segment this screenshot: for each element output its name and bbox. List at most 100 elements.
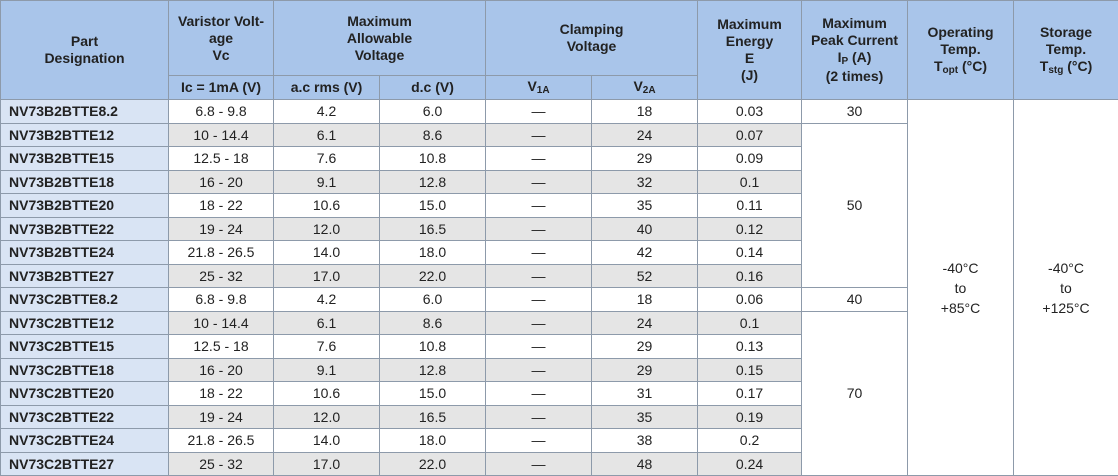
part-cell: NV73C2BTTE27	[1, 452, 169, 476]
v2a-cell: 29	[592, 358, 698, 382]
energy-cell: 0.12	[698, 217, 802, 241]
dc-cell: 6.0	[380, 288, 486, 312]
vc-cell: 25 - 32	[169, 264, 274, 288]
v1a-cell: —	[486, 123, 592, 147]
energy-cell: 0.09	[698, 147, 802, 171]
v1a-cell: —	[486, 405, 592, 429]
v1a-cell: —	[486, 335, 592, 359]
dc-cell: 15.0	[380, 382, 486, 406]
v1a-cell: —	[486, 382, 592, 406]
ac-cell: 17.0	[274, 264, 380, 288]
storage-line: -40°C	[1014, 258, 1118, 278]
storage-line: to	[1014, 278, 1118, 298]
v1a-cell: —	[486, 241, 592, 265]
part-cell: NV73C2BTTE15	[1, 335, 169, 359]
ac-cell: 6.1	[274, 311, 380, 335]
v1a-cell: —	[486, 288, 592, 312]
energy-cell: 0.2	[698, 429, 802, 453]
dc-cell: 22.0	[380, 452, 486, 476]
ac-cell: 10.6	[274, 194, 380, 218]
vc-cell: 10 - 14.4	[169, 123, 274, 147]
part-cell: NV73C2BTTE24	[1, 429, 169, 453]
energy-cell: 0.1	[698, 170, 802, 194]
dc-cell: 18.0	[380, 241, 486, 265]
energy-cell: 0.13	[698, 335, 802, 359]
part-cell: NV73C2BTTE22	[1, 405, 169, 429]
dc-cell: 18.0	[380, 429, 486, 453]
dc-cell: 16.5	[380, 217, 486, 241]
vc-cell: 18 - 22	[169, 194, 274, 218]
ac-cell: 9.1	[274, 170, 380, 194]
v2a-cell: 40	[592, 217, 698, 241]
v2a-cell: 38	[592, 429, 698, 453]
v2a-subheader: V2A	[592, 76, 698, 100]
energy-cell: 0.07	[698, 123, 802, 147]
vc-cell: 16 - 20	[169, 358, 274, 382]
v2a-cell: 35	[592, 194, 698, 218]
v2a-cell: 24	[592, 311, 698, 335]
v1a-cell: —	[486, 264, 592, 288]
part-cell: NV73B2BTTE12	[1, 123, 169, 147]
dc-cell: 15.0	[380, 194, 486, 218]
part-cell: NV73B2BTTE22	[1, 217, 169, 241]
v2a-cell: 35	[592, 405, 698, 429]
ac-cell: 4.2	[274, 100, 380, 124]
v1a-cell: —	[486, 311, 592, 335]
storage-line: +125°C	[1014, 298, 1118, 318]
peak-current-cell: 70	[802, 311, 908, 476]
energy-cell: 0.24	[698, 452, 802, 476]
energy-cell: 0.03	[698, 100, 802, 124]
dc-cell: 16.5	[380, 405, 486, 429]
dc-cell: 10.8	[380, 147, 486, 171]
v2a-cell: 32	[592, 170, 698, 194]
dc-cell: 8.6	[380, 123, 486, 147]
vc-cell: 19 - 24	[169, 405, 274, 429]
ac-cell: 12.0	[274, 405, 380, 429]
v2a-cell: 18	[592, 288, 698, 312]
energy-cell: 0.06	[698, 288, 802, 312]
operating-line: +85°C	[908, 298, 1013, 318]
vc-cell: 25 - 32	[169, 452, 274, 476]
vc-cell: 16 - 20	[169, 170, 274, 194]
ac-cell: 6.1	[274, 123, 380, 147]
ac-cell: 9.1	[274, 358, 380, 382]
dc-cell: 22.0	[380, 264, 486, 288]
part-cell: NV73C2BTTE8.2	[1, 288, 169, 312]
v2a-cell: 29	[592, 335, 698, 359]
vc-cell: 6.8 - 9.8	[169, 288, 274, 312]
v2a-cell: 29	[592, 147, 698, 171]
part-cell: NV73B2BTTE20	[1, 194, 169, 218]
vc-cell: 12.5 - 18	[169, 147, 274, 171]
v1a-cell: —	[486, 217, 592, 241]
v2a-cell: 52	[592, 264, 698, 288]
v1a-cell: —	[486, 100, 592, 124]
peak-current-cell: 40	[802, 288, 908, 312]
energy-cell: 0.1	[698, 311, 802, 335]
v2a-cell: 31	[592, 382, 698, 406]
ac-cell: 14.0	[274, 429, 380, 453]
operating-line: to	[908, 278, 1013, 298]
v1a-cell: —	[486, 194, 592, 218]
energy-cell: 0.11	[698, 194, 802, 218]
part-cell: NV73B2BTTE24	[1, 241, 169, 265]
vc-cell: 6.8 - 9.8	[169, 100, 274, 124]
v2a-cell: 24	[592, 123, 698, 147]
part-cell: NV73B2BTTE18	[1, 170, 169, 194]
energy-cell: 0.19	[698, 405, 802, 429]
ac-cell: 10.6	[274, 382, 380, 406]
v1a-subheader: V1A	[486, 76, 592, 100]
ac-cell: 4.2	[274, 288, 380, 312]
peak-current-cell: 30	[802, 100, 908, 124]
ac-cell: 12.0	[274, 217, 380, 241]
energy-cell: 0.14	[698, 241, 802, 265]
